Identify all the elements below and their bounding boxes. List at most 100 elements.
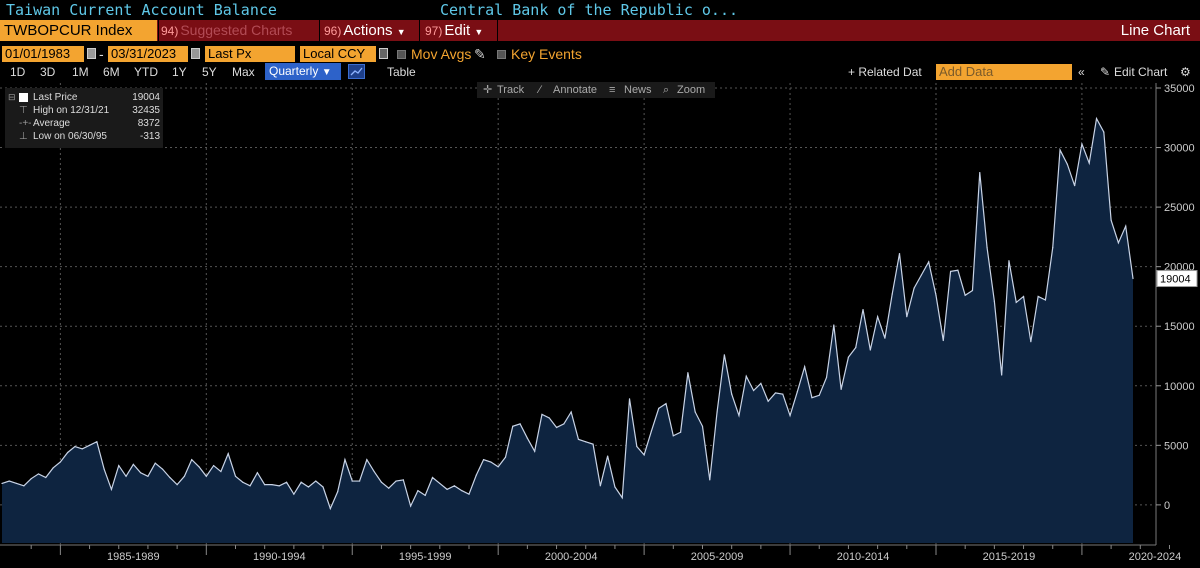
data-point	[964, 294, 966, 296]
data-point	[176, 484, 178, 486]
legend-low-label: Low on 06/30/95	[33, 131, 107, 142]
toolbar: TWBOPCUR Index 94) Suggested Charts 96) Ac…	[0, 20, 1200, 41]
edit-shortcut: 97)	[425, 24, 443, 38]
edit-chart-button[interactable]: Edit Chart	[1114, 65, 1168, 79]
data-point	[1015, 301, 1017, 303]
news-button[interactable]: News	[624, 84, 652, 96]
data-source: Central Bank of the Republic o...	[440, 1, 739, 19]
y-tick-label: 25000	[1164, 202, 1195, 214]
toolbar-divider	[319, 20, 320, 41]
ticker-field[interactable]: TWBOPCUR Index	[0, 20, 157, 41]
frequency-label: Quarterly	[269, 64, 319, 78]
currency-select[interactable]: Local CCY	[300, 46, 376, 62]
legend-last-label: Last Price	[33, 92, 78, 103]
data-point	[278, 485, 280, 487]
pencil-icon[interactable]: ✎	[474, 46, 486, 62]
data-point	[388, 487, 390, 489]
edit-menu-button[interactable]: 97) Edit ▼	[425, 20, 483, 41]
data-point	[1117, 242, 1120, 244]
data-point	[1001, 374, 1003, 376]
actions-menu-button[interactable]: 96) Actions ▼	[324, 20, 406, 41]
x-tick-label: 2020-2024	[1129, 551, 1182, 563]
key-events-checkbox[interactable]	[497, 50, 506, 59]
series-area	[2, 118, 1133, 544]
add-data-input[interactable]: Add Data	[936, 64, 1072, 80]
data-point	[599, 485, 601, 487]
data-point	[497, 466, 499, 468]
data-point	[300, 481, 302, 483]
gear-icon[interactable]: ⚙	[1180, 65, 1191, 79]
data-point	[1088, 162, 1090, 164]
start-date-input[interactable]: 01/01/1983	[2, 46, 84, 62]
period-3d[interactable]: 3D	[40, 65, 56, 79]
annotate-button[interactable]: Annotate	[553, 84, 598, 96]
mov-avgs-label[interactable]: Mov Avgs	[411, 46, 472, 62]
zoom-button[interactable]: Zoom	[677, 84, 706, 96]
data-point	[855, 347, 857, 349]
data-point	[45, 476, 47, 479]
data-point	[650, 430, 653, 432]
data-point	[1110, 219, 1112, 221]
data-point	[811, 397, 813, 399]
data-point	[293, 493, 295, 495]
crosshair-icon[interactable]: ✛	[483, 84, 493, 96]
period-5y[interactable]: 5Y	[202, 65, 217, 79]
track-button[interactable]: Track	[497, 84, 525, 96]
zoom-icon[interactable]: ⌕	[663, 84, 670, 96]
data-point	[213, 464, 215, 467]
low-marker-icon: ⊥	[19, 131, 28, 142]
price-type-select[interactable]: Last Px	[205, 46, 295, 62]
legend-last-price[interactable]: ⊟ Last Price 19004	[5, 91, 163, 104]
period-6m[interactable]: 6M	[103, 65, 120, 79]
y-tick-label: 30000	[1164, 143, 1195, 155]
chart-type-label[interactable]: Line Chart	[1120, 22, 1190, 39]
period-ytd[interactable]: YTD	[134, 65, 158, 79]
data-point	[52, 467, 54, 469]
dropdown-arrow-icon[interactable]	[379, 48, 388, 59]
data-point	[468, 493, 470, 495]
data-point	[1095, 117, 1098, 120]
legend-high-label: High on 12/31/21	[33, 105, 110, 116]
data-point	[410, 505, 412, 507]
data-point	[358, 480, 361, 482]
calendar-icon[interactable]	[87, 48, 96, 59]
title-row: Taiwan Current Account Balance Central B…	[0, 0, 1200, 20]
data-point	[949, 270, 952, 273]
news-icon[interactable]: ≡	[609, 84, 616, 96]
data-point	[351, 480, 353, 482]
data-point	[227, 453, 229, 455]
key-events-label[interactable]: Key Events	[511, 46, 582, 62]
data-point	[96, 441, 98, 443]
end-date-input[interactable]: 03/31/2023	[108, 46, 188, 62]
pencil-icon[interactable]: ✎	[1100, 65, 1111, 79]
data-point	[636, 445, 638, 448]
data-point	[118, 464, 120, 467]
collapse-icon[interactable]: ⊟	[8, 92, 16, 102]
period-1m[interactable]: 1M	[72, 65, 89, 79]
data-point	[490, 461, 492, 463]
period-1d[interactable]: 1D	[10, 65, 26, 79]
data-point	[731, 393, 733, 395]
line-chart-icon[interactable]	[348, 64, 365, 79]
data-point	[526, 437, 528, 439]
data-point	[103, 468, 105, 470]
calendar-icon[interactable]	[191, 48, 200, 59]
legend-low-value: -313	[139, 131, 160, 142]
x-tick-label: 1985-1989	[107, 551, 160, 563]
related-data-button[interactable]: + Related Dat	[848, 65, 922, 79]
table-view-button[interactable]: Table	[387, 65, 416, 79]
data-point	[344, 459, 346, 461]
collapse-icon[interactable]: «	[1078, 65, 1085, 79]
edit-label: Edit	[444, 22, 471, 39]
data-point	[701, 425, 704, 427]
frequency-select[interactable]: Quarterly ▼	[265, 63, 341, 80]
data-point	[1132, 277, 1134, 280]
period-max[interactable]: Max	[232, 65, 255, 79]
mov-avgs-checkbox[interactable]	[397, 50, 406, 59]
suggested-charts-button[interactable]: 94) Suggested Charts	[161, 20, 292, 41]
annotate-icon[interactable]: ∕	[539, 84, 541, 96]
x-tick-label: 2005-2009	[691, 551, 744, 563]
period-1y[interactable]: 1Y	[172, 65, 187, 79]
